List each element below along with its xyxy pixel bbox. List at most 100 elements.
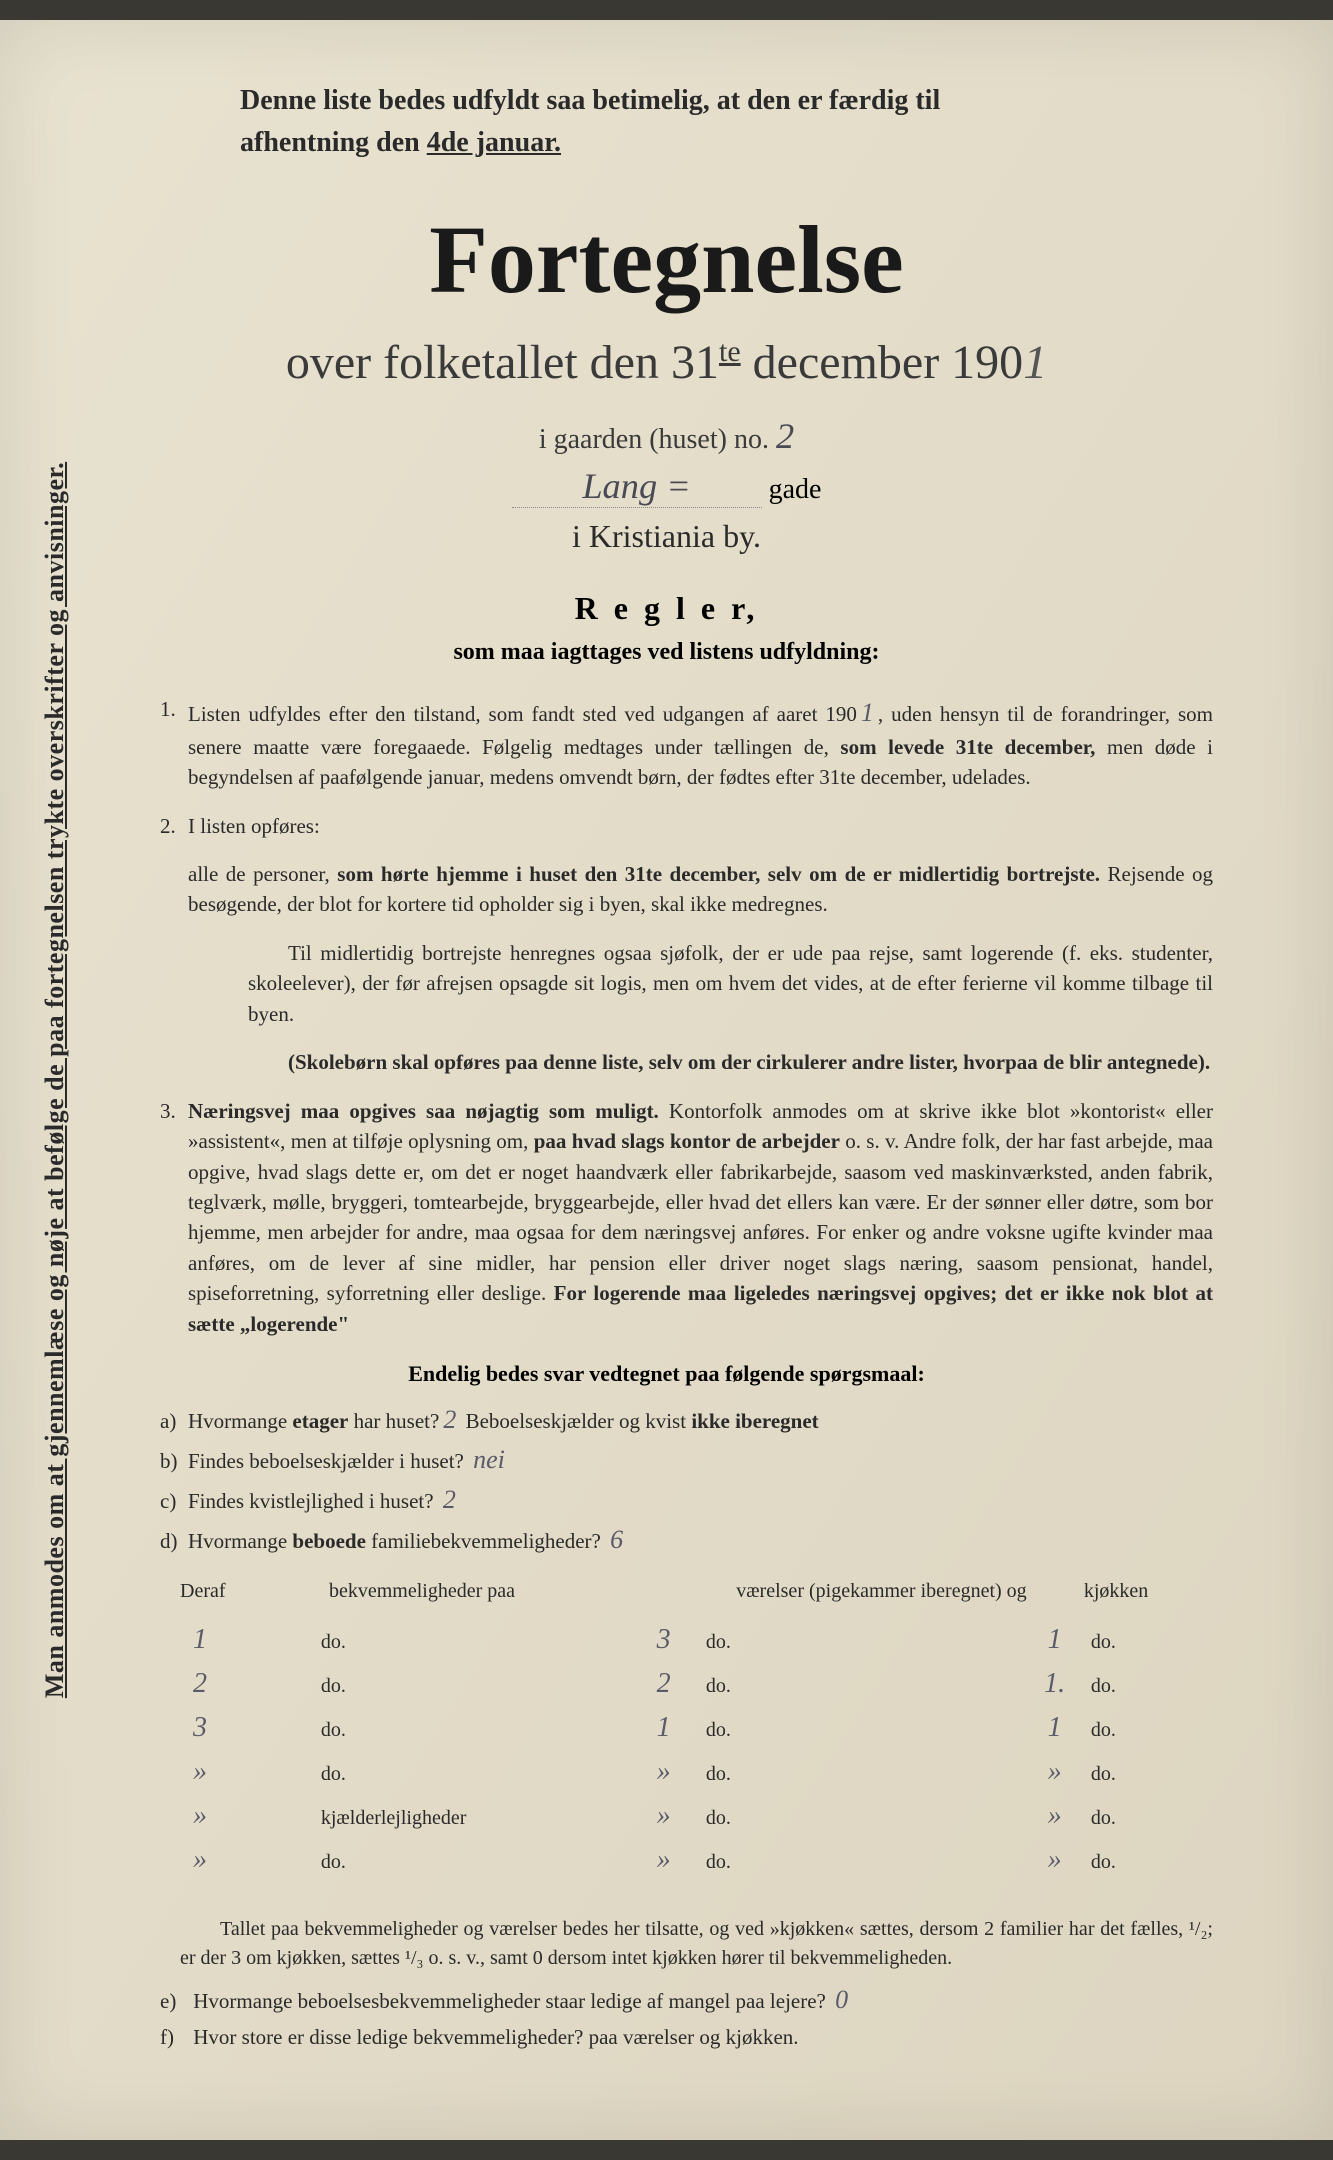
street-name-handwritten: Lang = — [582, 465, 690, 507]
cell-c: » — [1035, 1800, 1091, 1832]
th-deraf: Deraf — [180, 1580, 329, 1603]
table-row: 2do.2do.1.do. — [180, 1668, 1213, 1712]
footer-paragraph: Tallet paa bekvemmeligheder og værelser … — [120, 1903, 1213, 1985]
q-e-text: Hvormange beboelsesbekvemmeligheder staa… — [193, 1989, 831, 2013]
q-answer-handwritten: 6 — [610, 1525, 623, 1555]
hw-a: 2 — [180, 1668, 220, 1700]
q-pre: Findes kvistlejlighed i huset? — [188, 1489, 439, 1513]
hw-c: » — [1035, 1756, 1075, 1788]
rule-number: 1. — [160, 694, 188, 793]
q-label: d) — [160, 1529, 188, 1554]
rule-body: Listen udfyldes efter den tilstand, som … — [188, 694, 1213, 793]
q-bold: beboede — [292, 1529, 366, 1553]
q-e-answer: 0 — [835, 1985, 848, 2015]
cell-b: 1 — [621, 1712, 706, 1744]
q-bold: etager — [292, 1409, 348, 1433]
cell-c5: do. — [1091, 1807, 1213, 1830]
hw-a: » — [180, 1800, 220, 1832]
question-list: a)Hvormange etager har huset?2 Beboelses… — [120, 1405, 1213, 1555]
hw-c: » — [1035, 1800, 1075, 1832]
th-kjok: kjøkken — [1084, 1580, 1213, 1603]
header-line2-underline: 4de januar. — [427, 127, 561, 158]
rule-body: Til midlertidig bortrejste henregnes ogs… — [188, 938, 1213, 1029]
rule-item: (Skolebørn skal opføres paa denne liste,… — [160, 1047, 1213, 1077]
hw-b: » — [644, 1800, 684, 1832]
th-vaer: værelser (pigekammer iberegnet) og — [736, 1580, 1084, 1603]
q-f-text: Hvor store er disse ledige bekvemmelighe… — [193, 2025, 798, 2049]
hw-a: » — [180, 1844, 220, 1876]
title-year-handwritten: 1 — [1023, 336, 1047, 389]
cell-c4: do. — [706, 1719, 1035, 1742]
title-sub-mid: december 190 — [741, 336, 1024, 389]
header-note: Denne liste bedes udfyldt saa betimelig,… — [120, 80, 1213, 164]
hw-a: 1 — [180, 1624, 220, 1656]
cell-a: » — [180, 1800, 321, 1832]
q-label: a) — [160, 1409, 188, 1434]
cell-c4: do. — [706, 1631, 1035, 1654]
cell-a: » — [180, 1844, 321, 1876]
cell-b: 2 — [621, 1668, 706, 1700]
q-pre: Findes beboelseskjælder i huset? — [188, 1449, 469, 1473]
cell-c2: do. — [321, 1851, 622, 1874]
hw-b: » — [644, 1756, 684, 1788]
cell-b: 3 — [621, 1624, 706, 1656]
q-tail: Beboelseskjælder og kvist ikke iberegnet — [460, 1409, 818, 1433]
cell-c2: do. — [321, 1631, 622, 1654]
cell-c: » — [1035, 1756, 1091, 1788]
title-sub: over folketallet den 31te december 1901 — [120, 335, 1213, 390]
rules-title: R e g l e r, — [120, 590, 1213, 627]
rule-item: 1.Listen udfyldes efter den tilstand, so… — [160, 694, 1213, 793]
question-item: b)Findes beboelseskjælder i huset? nei — [160, 1445, 1213, 1475]
cell-c2: kjælderlejligheder — [321, 1807, 622, 1830]
table-row: »do.»do.»do. — [180, 1756, 1213, 1800]
cell-a: 1 — [180, 1624, 321, 1656]
header-line2-prefix: afhentning den — [240, 127, 427, 158]
cell-b: » — [621, 1800, 706, 1832]
hw-b: 2 — [644, 1668, 684, 1700]
cell-c5: do. — [1091, 1719, 1213, 1742]
table-row: »kjælderlejligheder»do.»do. — [180, 1800, 1213, 1844]
city-line: i Kristiania by. — [120, 518, 1213, 555]
title-sub-prefix: over folketallet den 31 — [286, 336, 719, 389]
cell-c2: do. — [321, 1719, 622, 1742]
cell-c4: do. — [706, 1807, 1035, 1830]
document-page: Man anmodes om at gjennemlæse og nøje at… — [0, 20, 1333, 2140]
cell-c: 1 — [1035, 1712, 1091, 1744]
cell-c5: do. — [1091, 1851, 1213, 1874]
gade-suffix: gade — [769, 474, 822, 505]
rule-item: Til midlertidig bortrejste henregnes ogs… — [160, 938, 1213, 1029]
table-row: 3do.1do.1do. — [180, 1712, 1213, 1756]
rule-item: 2.I listen opføres: — [160, 811, 1213, 841]
cell-c2: do. — [321, 1763, 622, 1786]
side-instruction: Man anmodes om at gjennemlæse og nøje at… — [40, 180, 70, 1980]
th-bekv: bekvemmeligheder paa — [329, 1580, 647, 1603]
cell-c5: do. — [1091, 1631, 1213, 1654]
cell-c5: do. — [1091, 1763, 1213, 1786]
rule-body: I listen opføres: — [188, 811, 1213, 841]
hw-c: 1 — [1035, 1624, 1075, 1656]
house-number-handwritten: 2 — [776, 415, 794, 457]
rules-subtitle: som maa iagttages ved listens udfyldning… — [120, 639, 1213, 666]
rule-number — [160, 1047, 188, 1077]
cell-b: » — [621, 1756, 706, 1788]
cell-c: » — [1035, 1844, 1091, 1876]
rule-body: Næringsvej maa opgives saa nøjagtig som … — [188, 1096, 1213, 1340]
rule-body: alle de personer, som hørte hjemme i hus… — [188, 859, 1213, 920]
table-row: »do.»do.»do. — [180, 1844, 1213, 1888]
question-list-ef: e) Hvormange beboelsesbekvemmeligheder s… — [120, 1985, 1213, 2050]
hw-c: 1 — [1035, 1712, 1075, 1744]
cell-c5: do. — [1091, 1675, 1213, 1698]
rule-number: 2. — [160, 811, 188, 841]
cell-c2: do. — [321, 1675, 622, 1698]
q-answer-handwritten: nei — [473, 1445, 505, 1475]
gaarden-prefix: i gaarden (huset) no. — [539, 424, 776, 455]
cell-c4: do. — [706, 1675, 1035, 1698]
rule-list: 1.Listen udfyldes efter den tilstand, so… — [120, 694, 1213, 1339]
rule-item: 3.Næringsvej maa opgives saa nøjagtig so… — [160, 1096, 1213, 1340]
hw-a: » — [180, 1756, 220, 1788]
rule-number — [160, 938, 188, 1029]
hw-c: 1. — [1035, 1668, 1075, 1700]
question-item: a)Hvormange etager har huset?2 Beboelses… — [160, 1405, 1213, 1435]
q-f-label: f) — [160, 2025, 188, 2050]
q-pre: Hvormange — [188, 1409, 292, 1433]
